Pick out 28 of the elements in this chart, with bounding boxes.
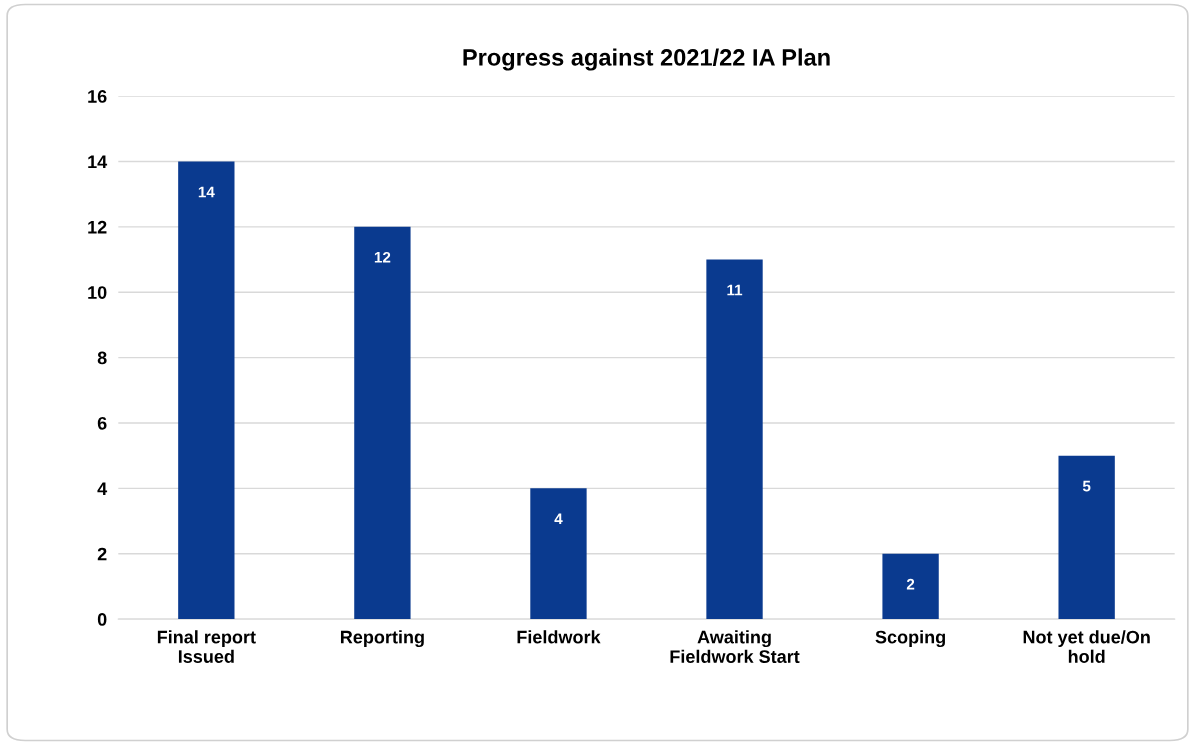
y-tick-label: 10 — [88, 286, 107, 299]
y-tick-label: 0 — [97, 613, 107, 626]
data-label: 14 — [198, 186, 215, 198]
y-tick-label: 4 — [97, 482, 108, 495]
x-tick-label: Awaiting Fieldwork Start — [670, 630, 800, 663]
data-label: 4 — [554, 513, 563, 525]
x-tick-label: Reporting — [340, 630, 424, 648]
y-tick-label: 6 — [97, 416, 107, 430]
data-label: 11 — [727, 284, 743, 296]
y-tick-label: 16 — [88, 90, 107, 103]
x-tick-label: Final report Issued — [157, 630, 256, 663]
bar — [1058, 455, 1115, 620]
bar — [354, 226, 411, 620]
x-tick-label: Scoping — [875, 630, 945, 648]
bar — [178, 161, 235, 620]
bar — [530, 488, 587, 620]
data-label: 2 — [906, 578, 915, 590]
bar — [706, 259, 763, 620]
x-tick-label: Not yet due/On hold — [1023, 630, 1150, 663]
y-tick-label: 14 — [88, 155, 108, 169]
y-tick-label: 8 — [97, 351, 107, 365]
y-tick-label: 12 — [88, 220, 107, 234]
data-label: 5 — [1082, 480, 1091, 492]
x-tick-label: Fieldwork — [517, 630, 601, 644]
bar — [882, 553, 939, 620]
data-label: 12 — [374, 251, 391, 263]
y-tick-label: 2 — [97, 547, 107, 561]
chart-title: Progress against 2021/22 IA Plan — [463, 48, 830, 71]
